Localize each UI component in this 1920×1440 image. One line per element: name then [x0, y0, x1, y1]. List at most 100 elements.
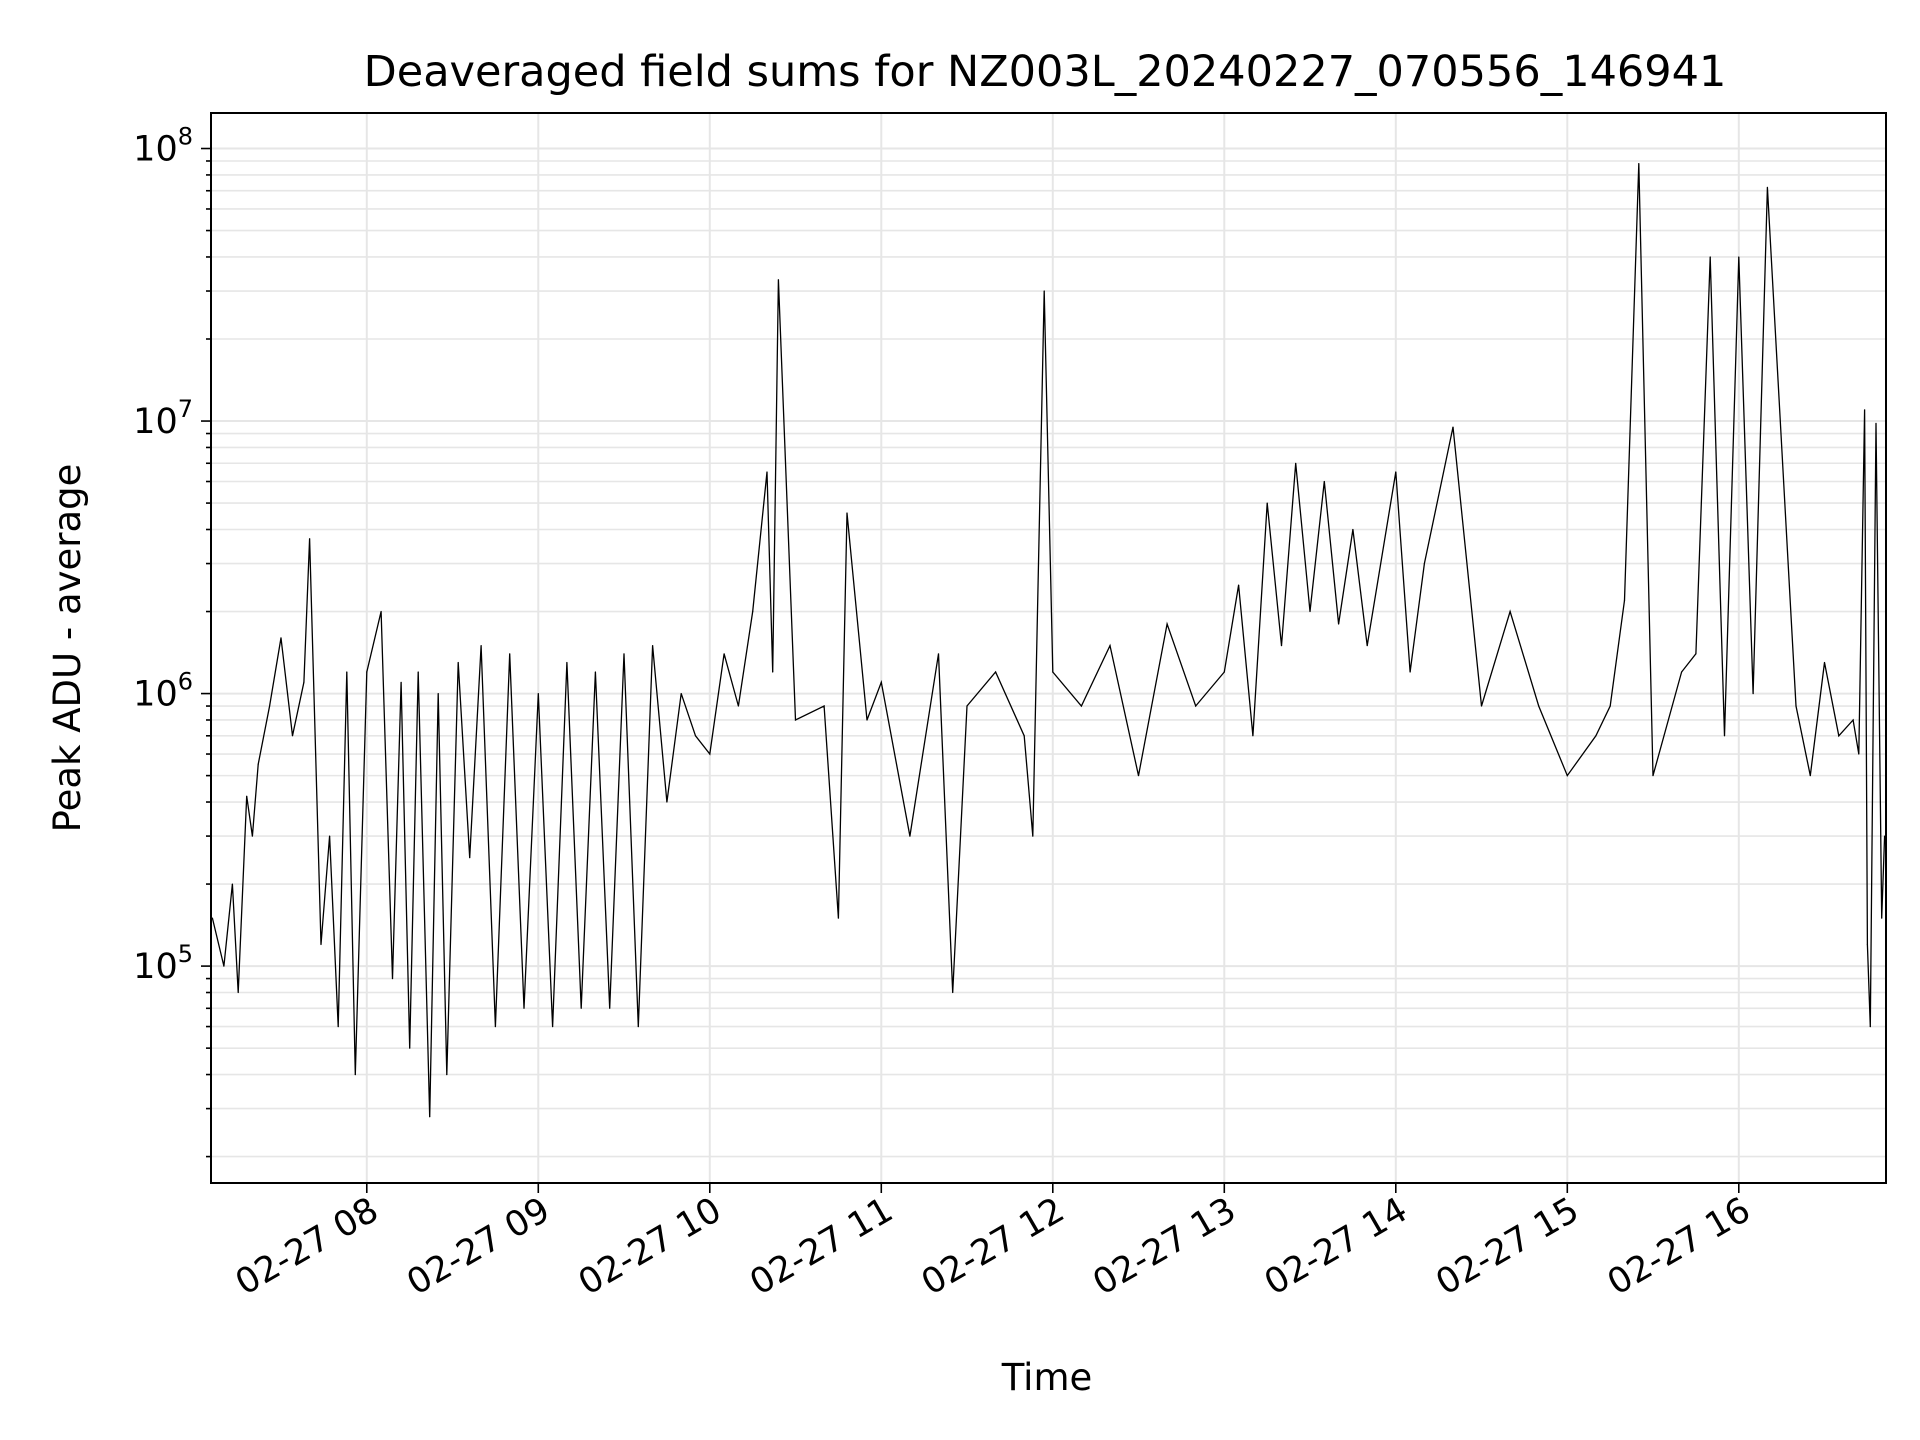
data-point — [320, 943, 322, 946]
data-point — [880, 681, 882, 683]
data-point — [1723, 735, 1726, 737]
data-point — [280, 637, 282, 639]
data-point — [952, 991, 954, 994]
data-point — [1738, 256, 1740, 258]
data-point — [1043, 290, 1045, 292]
data-point — [752, 610, 754, 613]
data-point — [637, 1026, 639, 1028]
y-tick-label: 108 — [133, 123, 193, 170]
data-point — [995, 671, 997, 673]
y-tick-label: 105 — [133, 940, 193, 987]
data-point — [291, 735, 294, 737]
data-point — [766, 471, 768, 473]
data-point — [329, 835, 331, 837]
data-point — [1795, 705, 1797, 707]
y-tick-base: 10 — [133, 130, 178, 170]
y-tick-base: 10 — [133, 947, 178, 987]
data-point — [437, 693, 439, 695]
data-point — [366, 671, 368, 673]
data-point — [1823, 661, 1826, 664]
data-point — [211, 917, 213, 919]
data-point — [652, 645, 654, 647]
data-point — [246, 795, 248, 797]
data-point — [1875, 422, 1877, 424]
data-point — [1052, 671, 1054, 673]
data-point — [966, 705, 968, 707]
data-point — [1609, 705, 1611, 707]
data-point — [251, 835, 253, 837]
data-point — [737, 705, 740, 707]
data-point — [1709, 256, 1711, 258]
data-point — [1352, 528, 1354, 531]
data-point — [1295, 462, 1297, 464]
data-point — [1223, 671, 1225, 673]
data-point — [1884, 835, 1886, 837]
data-point — [846, 512, 848, 514]
y-tick-exponent: 6 — [178, 668, 193, 696]
data-point — [429, 1116, 431, 1118]
data-point — [417, 671, 419, 673]
data-point — [257, 763, 259, 765]
data-point — [354, 1074, 356, 1076]
data-point — [1423, 562, 1425, 565]
data-point — [1452, 426, 1454, 428]
data-point — [223, 965, 225, 967]
data-point — [480, 645, 482, 647]
data-point — [1695, 653, 1697, 655]
data-point — [269, 705, 271, 707]
data-point — [400, 681, 402, 683]
data-point — [380, 610, 382, 613]
data-point — [823, 705, 825, 707]
data-point — [1409, 671, 1411, 673]
y-tick-exponent: 8 — [178, 123, 193, 151]
data-point — [1509, 610, 1511, 613]
data-point — [723, 653, 725, 655]
data-point — [866, 719, 868, 721]
data-point — [446, 1074, 448, 1076]
data-point — [346, 671, 348, 673]
data-point — [1395, 471, 1397, 473]
data-point — [1838, 735, 1840, 737]
data-point — [1638, 163, 1640, 165]
data-point — [469, 857, 471, 859]
data-point — [772, 671, 774, 673]
data-point — [837, 917, 840, 919]
data-point — [666, 801, 668, 803]
data-point — [1309, 610, 1311, 613]
data-point — [1023, 735, 1025, 737]
data-point — [1869, 1026, 1871, 1028]
data-point — [694, 735, 697, 737]
data-point — [937, 653, 940, 655]
data-point — [303, 681, 305, 683]
y-tick-base: 10 — [133, 675, 178, 715]
data-point — [909, 835, 911, 837]
data-series — [211, 163, 1886, 1118]
y-tick-label: 107 — [133, 395, 193, 442]
data-point — [1809, 775, 1811, 777]
plot-frame — [210, 112, 1887, 1184]
data-point — [1195, 705, 1197, 707]
data-point — [1280, 645, 1283, 647]
data-point — [309, 538, 311, 540]
data-point — [1137, 775, 1140, 777]
data-point — [1866, 943, 1868, 946]
data-point — [1595, 735, 1597, 737]
data-point — [1366, 645, 1368, 647]
data-point — [709, 753, 711, 755]
data-point — [509, 653, 511, 655]
data-point — [1480, 705, 1483, 707]
y-tick-exponent: 7 — [178, 395, 193, 423]
data-point — [1852, 719, 1854, 721]
data-point — [1881, 917, 1883, 919]
data-point — [1109, 645, 1111, 647]
data-point — [1652, 775, 1654, 777]
data-point — [537, 693, 539, 695]
data-point — [1623, 599, 1626, 601]
data-point — [552, 1026, 554, 1028]
data-point — [777, 279, 780, 281]
data-point — [580, 1007, 582, 1009]
data-point — [523, 1007, 525, 1009]
data-point — [1681, 671, 1683, 673]
data-point — [391, 978, 394, 980]
